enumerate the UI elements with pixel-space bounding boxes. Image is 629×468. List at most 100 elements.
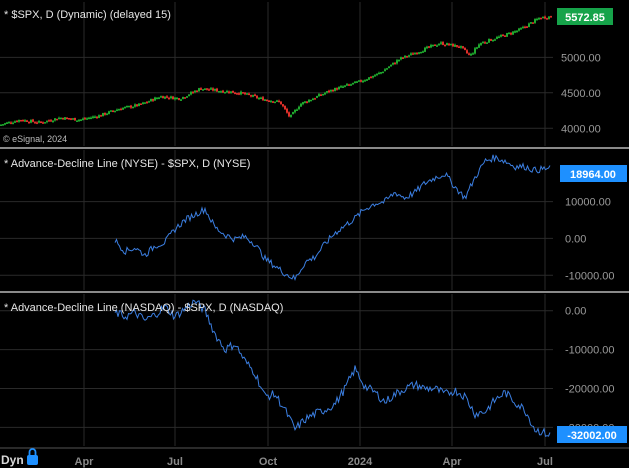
candle-body (140, 103, 142, 105)
candle-body (450, 43, 452, 46)
candle-body (158, 97, 160, 100)
candle-body (124, 106, 126, 109)
candle-body (528, 23, 530, 28)
candle-body (106, 113, 108, 116)
candle-body (466, 50, 468, 54)
spx-panel[interactable]: * $SPX, D (Dynamic) (delayed 15) © eSign… (0, 2, 613, 146)
candle-body (346, 84, 348, 86)
candle-body (250, 95, 252, 97)
candle-body (218, 91, 220, 93)
candle-body (478, 44, 480, 48)
candle-body (330, 89, 332, 92)
candle-body (434, 44, 436, 46)
candle-body (368, 77, 370, 80)
candle-body (96, 116, 98, 119)
nasdaq-ytick-neg20000: -20000.00 (565, 383, 615, 395)
candle-body (82, 118, 84, 121)
candle-body (310, 99, 312, 102)
candle-body (6, 122, 8, 124)
candle-body (448, 43, 450, 46)
candle-body (316, 96, 318, 98)
candle-body (220, 91, 222, 93)
candle-body (288, 112, 290, 117)
candle-body (430, 45, 432, 48)
nyse-adl-panel[interactable]: * Advance-Decline Line (NYSE) - $SPX, D … (0, 150, 627, 290)
candle-body (372, 75, 374, 78)
candle-body (152, 99, 154, 101)
candle-body (402, 57, 404, 59)
candle-body (86, 118, 88, 120)
candle-body (366, 79, 368, 81)
nasdaq-ytick-0: 0.00 (565, 306, 586, 318)
x-label-2024: 2024 (348, 456, 373, 468)
candle-body (360, 80, 362, 82)
candle-body (492, 39, 494, 42)
nasdaq-adl-panel[interactable]: * Advance-Decline Line (NASDAQ) - $SPX, … (0, 294, 627, 446)
candle-body (384, 69, 386, 72)
candle-body (144, 102, 146, 104)
candle-body (134, 104, 136, 107)
candle-body (80, 119, 82, 121)
candle-body (486, 42, 488, 44)
candle-body (294, 109, 296, 113)
candle-body (92, 116, 94, 119)
candle-body (160, 96, 162, 98)
spx-ytick-5000: 5000.00 (561, 52, 601, 64)
candle-body (186, 96, 188, 98)
candle-body (44, 122, 46, 124)
nyse-ytick-0: 0.00 (565, 233, 586, 245)
candle-body (318, 94, 320, 97)
candle-body (274, 101, 276, 104)
candle-body (284, 105, 286, 110)
candle-body (208, 89, 210, 91)
candle-body (38, 121, 40, 123)
candle-body (290, 114, 292, 117)
candle-body (22, 119, 24, 122)
candle-body (488, 38, 490, 43)
candle-body (12, 122, 14, 125)
candle-body (74, 117, 76, 121)
spx-title: * $SPX, D (Dynamic) (delayed 15) (4, 9, 171, 21)
candle-body (246, 93, 248, 95)
candle-body (66, 117, 68, 120)
candle-body (326, 91, 328, 93)
candle-body (78, 119, 80, 122)
candle-body (24, 120, 26, 122)
candle-body (166, 96, 168, 98)
x-label-apr-1: Apr (75, 456, 95, 468)
candle-body (128, 105, 130, 108)
candle-body (64, 117, 66, 120)
candle-body (296, 109, 298, 111)
candle-body (494, 39, 496, 41)
candle-body (324, 92, 326, 95)
candle-body (442, 42, 444, 45)
candle-body (390, 64, 392, 67)
candle-body (240, 91, 242, 95)
candle-body (446, 43, 448, 46)
candle-body (468, 53, 470, 55)
candle-body (414, 53, 416, 55)
candle-body (136, 104, 138, 107)
candle-body (386, 68, 388, 70)
candle-body (126, 105, 128, 108)
candle-body (10, 122, 12, 124)
candle-body (422, 51, 424, 53)
candle-body (524, 26, 526, 29)
lock-icon[interactable] (27, 448, 38, 465)
x-label-oct: Oct (259, 456, 278, 468)
nyse-adl-last-label: 18964.00 (570, 169, 616, 181)
candle-body (306, 101, 308, 104)
candle-body (516, 30, 518, 33)
candle-body (52, 120, 54, 123)
candle-body (4, 123, 6, 125)
candle-body (444, 44, 446, 47)
candle-body (292, 112, 294, 115)
candle-body (148, 101, 150, 103)
dyn-mode-button[interactable]: Dyn (1, 453, 24, 467)
candle-body (228, 91, 230, 94)
candle-body (170, 96, 172, 99)
candle-body (248, 93, 250, 96)
nasdaq-adl-last-label: -32002.00 (567, 430, 617, 442)
candle-body (344, 85, 346, 87)
